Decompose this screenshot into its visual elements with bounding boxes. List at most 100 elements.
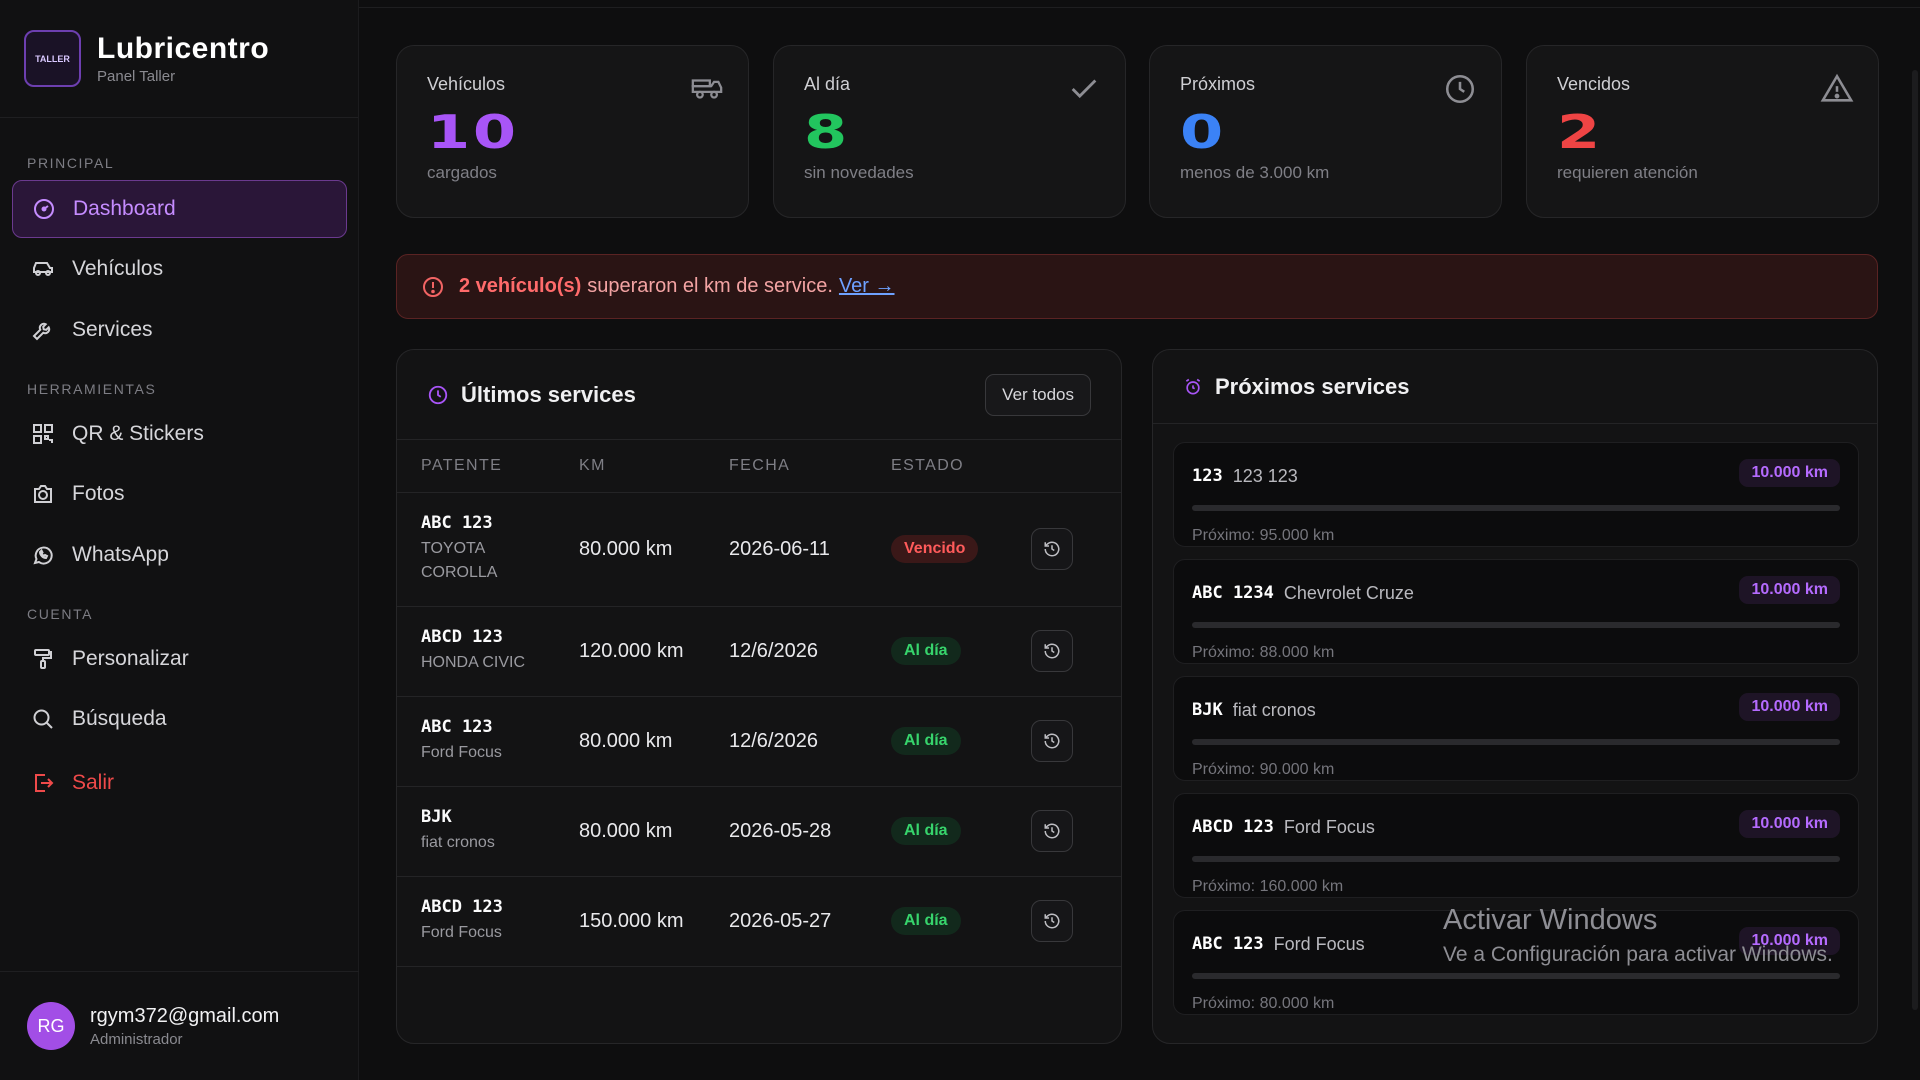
history-button[interactable] (1031, 528, 1073, 570)
stat-sub: cargados (427, 163, 497, 182)
history-button[interactable] (1031, 630, 1073, 672)
model: Ford Focus (1273, 933, 1365, 954)
brand-title: Lubricentro (97, 32, 270, 65)
section-label-principal: PRINCIPAL (27, 155, 115, 171)
plate: ABCD 123 (1192, 817, 1274, 837)
next-service: Próximo: 90.000 km (1192, 761, 1335, 778)
date: 12/6/2026 (729, 606, 891, 697)
view-all-button[interactable]: Ver todos (985, 374, 1091, 416)
km: 120.000 km (579, 606, 729, 697)
sidebar-item-dashboard[interactable]: Dashboard (12, 180, 347, 238)
upcoming-service-item[interactable]: BJK fiat cronos 10.000 km Próximo: 90.000… (1173, 676, 1859, 781)
plate: ABC 123 (1192, 934, 1264, 954)
overdue-alert: 2 vehículo(s) superaron el km de service… (396, 254, 1878, 319)
stat-value: 10 (427, 105, 519, 159)
stat-label: Vencidos (1557, 74, 1631, 94)
history-button[interactable] (1031, 810, 1073, 852)
clock-icon (1443, 72, 1477, 106)
sidebar-item-qr-stickers[interactable]: QR & Stickers (12, 405, 347, 463)
history-button[interactable] (1031, 720, 1073, 762)
alert-circle-icon (421, 275, 445, 299)
check-icon (1067, 72, 1101, 106)
stat-card-vehiculos: Vehículos 10 cargados (396, 45, 749, 218)
sidebar-item-label: Búsqueda (72, 707, 167, 730)
status-badge: Vencido (891, 535, 979, 563)
search-icon (30, 706, 56, 732)
car-icon (30, 256, 56, 282)
table-row[interactable]: ABCD 123 HONDA CIVIC 120.000 km 12/6/202… (397, 606, 1121, 697)
next-service: Próximo: 95.000 km (1192, 527, 1335, 544)
sidebar-item-whatsapp[interactable]: WhatsApp (12, 526, 347, 584)
next-service: Próximo: 80.000 km (1192, 995, 1335, 1012)
plate: ABC 123 (421, 513, 493, 533)
sidebar: TALLER Lubricentro Panel Taller PRINCIPA… (0, 0, 359, 1080)
km-badge: 10.000 km (1739, 576, 1840, 604)
alert-view-link[interactable]: Ver → (838, 275, 895, 297)
user-profile[interactable]: RG rgym372@gmail.com Administrador (0, 971, 359, 1080)
model: fiat cronos (421, 834, 495, 851)
progress-bar (1192, 856, 1840, 862)
upcoming-service-item[interactable]: ABCD 123 Ford Focus 10.000 km Próximo: 16… (1173, 793, 1859, 898)
avatar: RG (27, 1002, 75, 1050)
history-icon (1044, 913, 1060, 929)
table-row[interactable]: ABC 123 TOYOTA COROLLA 80.000 km 2026-06-… (397, 492, 1121, 607)
history-icon (1044, 541, 1060, 557)
upcoming-service-item[interactable]: ABC 1234 Chevrolet Cruze 10.000 km Próxim… (1173, 559, 1859, 664)
table-row[interactable]: ABC 123 Ford Focus 80.000 km 12/6/2026 A… (397, 696, 1121, 787)
progress-bar (1192, 973, 1840, 979)
latest-services-panel: Últimos services Ver todos PATENTE KM FE… (396, 349, 1122, 1044)
table-row[interactable]: BJK fiat cronos 80.000 km 2026-05-28 Al … (397, 786, 1121, 877)
km: 80.000 km (579, 492, 729, 607)
model: fiat cronos (1232, 699, 1316, 720)
history-button[interactable] (1031, 900, 1073, 942)
sidebar-item-vehiculos[interactable]: Vehículos (12, 240, 347, 298)
progress-bar (1192, 622, 1840, 628)
watermark-title: Activar Windows (1443, 904, 1658, 936)
sidebar-item-busqueda[interactable]: Búsqueda (12, 690, 347, 748)
whatsapp-icon (30, 542, 56, 568)
plate: ABCD 123 (421, 897, 503, 917)
model: Ford Focus (421, 744, 502, 761)
camera-icon (30, 481, 56, 507)
sidebar-item-salir[interactable]: Salir (12, 754, 347, 812)
model: COROLLA (421, 564, 498, 581)
sidebar-item-personalizar[interactable]: Personalizar (12, 630, 347, 688)
km-badge: 10.000 km (1739, 810, 1840, 838)
brand-subtitle: Panel Taller (97, 68, 176, 85)
km-badge: 10.000 km (1739, 693, 1840, 721)
status-badge: Al día (891, 727, 961, 755)
upcoming-service-item[interactable]: ABC 123 Ford Focus 10.000 km Próximo: 80.… (1173, 910, 1859, 1015)
sidebar-item-label: Vehículos (72, 257, 164, 280)
wrench-icon (30, 317, 56, 343)
date: 2026-06-11 (729, 492, 891, 607)
km-badge: 10.000 km (1739, 459, 1840, 487)
column-header: PATENTE (397, 440, 579, 493)
plate: BJK (1192, 700, 1223, 720)
sidebar-item-services[interactable]: Services (12, 301, 347, 359)
km: 80.000 km (579, 786, 729, 877)
page-scrollbar[interactable] (1912, 70, 1918, 1010)
plate: ABCD 123 (421, 627, 503, 647)
warning-icon (1820, 72, 1854, 106)
model: Ford Focus (1283, 816, 1375, 837)
plate: BJK (421, 807, 452, 827)
date: 12/6/2026 (729, 696, 891, 787)
sidebar-item-fotos[interactable]: Fotos (12, 465, 347, 523)
plate: ABC 1234 (1192, 583, 1274, 603)
upcoming-service-item[interactable]: 123 123 123 10.000 km Próximo: 95.000 km (1173, 442, 1859, 547)
stat-label: Al día (804, 74, 851, 94)
user-role: Administrador (90, 1030, 183, 1048)
model: TOYOTA (421, 540, 486, 557)
alert-message: superaron el km de service. (587, 275, 833, 297)
table-row[interactable]: ABCD 123 Ford Focus 150.000 km 2026-05-2… (397, 876, 1121, 967)
sidebar-item-label: QR & Stickers (72, 422, 204, 445)
upcoming-services-panel: Próximos services 123 123 123 10.000 km P… (1152, 349, 1878, 1044)
qr-icon (30, 421, 56, 447)
history-icon (1044, 823, 1060, 839)
stat-sub: requieren atención (1557, 163, 1698, 182)
car-icon (690, 72, 724, 106)
sidebar-item-label: Personalizar (72, 647, 189, 670)
clock-icon (427, 384, 449, 406)
date: 2026-05-27 (729, 876, 891, 967)
watermark-subtitle: Ve a Configuración para activar Windows. (1443, 943, 1833, 966)
